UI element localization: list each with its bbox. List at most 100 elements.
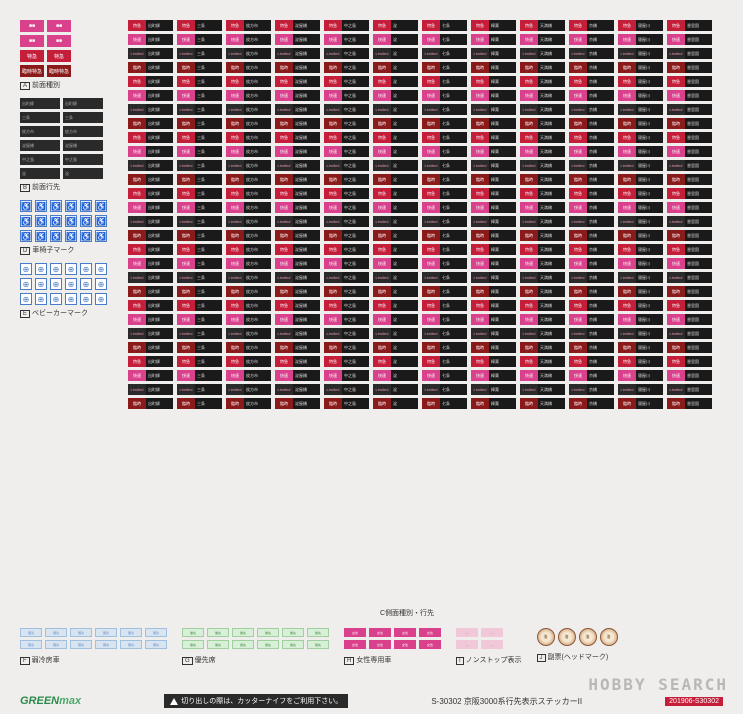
dest-chip: 快速枚方市: [226, 90, 271, 101]
dest-chip: 臨時中之島: [324, 286, 369, 297]
dest-chip: 特急三条: [177, 20, 222, 31]
dest-chip: 快速淀: [373, 370, 418, 381]
dest-chip: 臨時出町柳: [128, 230, 173, 241]
dest-chip: Limited七条: [422, 216, 467, 227]
dest-chip: 特急京橋: [569, 300, 614, 311]
dest-chip: 快速中之島: [324, 90, 369, 101]
dest-chip: 臨時七条: [422, 118, 467, 129]
dest-chip: 臨時枚方市: [226, 230, 271, 241]
dest-chip: 快速三条: [177, 34, 222, 45]
dest-chip: 快速樟葉: [471, 370, 516, 381]
wheelchair-icon: ♿: [95, 200, 107, 212]
section-e-grid: ⊕⊕⊕⊕⊕⊕⊕⊕⊕⊕⊕⊕⊕⊕⊕⊕⊕⊕: [20, 263, 110, 305]
dest-chip: Limited樟葉: [471, 216, 516, 227]
dest-chip: 特急枚方市: [226, 132, 271, 143]
dest-chip: 臨時七条: [422, 398, 467, 409]
dest-chip: 臨時出町柳: [128, 118, 173, 129]
dest-chip: 特急香里園: [667, 188, 712, 199]
dest-chip: 臨時三条: [177, 286, 222, 297]
dest-chip: 特急出町柳: [128, 132, 173, 143]
dest-chip: 快速香里園: [667, 34, 712, 45]
dest-chip: Limited枚方市: [226, 104, 271, 115]
dest-chip: 特急中之島: [324, 188, 369, 199]
dest-chip: 臨時寝屋川: [618, 174, 663, 185]
dest-chip: Limited香里園: [667, 104, 712, 115]
bottom-chip: 優先: [307, 628, 329, 637]
stroller-icon: ⊕: [35, 278, 47, 290]
dest-chip: Limited出町柳: [128, 384, 173, 395]
wheelchair-icon: ♿: [35, 230, 47, 242]
dest-chip: 快速京橋: [569, 146, 614, 157]
dest-chip: 快速中之島: [324, 202, 369, 213]
dest-chip: 快速淀: [373, 314, 418, 325]
dest-chip: 特急淀屋橋: [275, 244, 320, 255]
section-a: ■■■■■■■■特急特急臨時特急臨時特急: [20, 20, 115, 77]
wheelchair-icon: ♿: [65, 230, 77, 242]
bottom-chip: 弱冷: [70, 640, 92, 649]
bottom-chip: 弱冷: [20, 628, 42, 637]
dest-chip: 臨時三条: [177, 174, 222, 185]
dest-chip: 特急枚方市: [226, 20, 271, 31]
bottom-chip: 優先: [257, 628, 279, 637]
dest-chip: 臨時天満橋: [520, 342, 565, 353]
dest-chip: 臨時京橋: [569, 286, 614, 297]
label-c: C側面種別・行先: [380, 608, 434, 618]
bottom-chip: 女性: [369, 640, 391, 649]
dest-chip: 特急淀: [373, 20, 418, 31]
dest-chip: 特急樟葉: [471, 188, 516, 199]
dest-chip: Limited枚方市: [226, 384, 271, 395]
dest-chip: 快速枚方市: [226, 314, 271, 325]
dest-chip: 臨時七条: [422, 174, 467, 185]
wheelchair-icon: ♿: [95, 215, 107, 227]
bottom-section: 弱冷弱冷弱冷弱冷弱冷弱冷弱冷弱冷弱冷弱冷弱冷弱冷F弱冷房車優先優先優先優先優先優…: [20, 628, 723, 673]
bottom-chip: 弱冷: [45, 628, 67, 637]
letter-d: D: [20, 247, 30, 255]
dest-chip: 特急三条: [177, 132, 222, 143]
chip-b: 三条: [20, 112, 60, 123]
dest-chip: 特急七条: [422, 356, 467, 367]
dest-chip: Limited寝屋川: [618, 104, 663, 115]
dest-chip: Limited天満橋: [520, 272, 565, 283]
dest-chip: Limited天満橋: [520, 160, 565, 171]
dest-chip: 快速中之島: [324, 370, 369, 381]
dest-chip: 臨時天満橋: [520, 398, 565, 409]
dest-chip: Limited淀屋橋: [275, 328, 320, 339]
dest-chip: Limited枚方市: [226, 216, 271, 227]
dest-chip: 快速七条: [422, 34, 467, 45]
dest-chip: 特急淀: [373, 188, 418, 199]
dest-chip: 臨時中之島: [324, 174, 369, 185]
dest-chip: 快速樟葉: [471, 146, 516, 157]
dest-chip: 特急樟葉: [471, 300, 516, 311]
dest-chip: 快速枚方市: [226, 370, 271, 381]
product-code: 201906-S30302: [665, 697, 723, 706]
dest-chip: 臨時出町柳: [128, 174, 173, 185]
dest-chip: 快速七条: [422, 146, 467, 157]
stroller-icon: ⊕: [95, 278, 107, 290]
dest-chip: Limited樟葉: [471, 104, 516, 115]
dest-chip: 快速樟葉: [471, 258, 516, 269]
dest-chip: 臨時七条: [422, 62, 467, 73]
stroller-icon: ⊕: [20, 263, 32, 275]
dest-chip: 臨時七条: [422, 342, 467, 353]
bottom-chip: 優先: [207, 628, 229, 637]
dest-chip: 特急寝屋川: [618, 188, 663, 199]
dest-chip: 臨時枚方市: [226, 62, 271, 73]
dest-chip: 特急樟葉: [471, 20, 516, 31]
dest-chip: 臨時淀: [373, 286, 418, 297]
bottom-chip: 女性: [419, 640, 441, 649]
dest-chip: 特急七条: [422, 300, 467, 311]
dest-chip: 臨時寝屋川: [618, 398, 663, 409]
dest-chip: 快速京橋: [569, 34, 614, 45]
dest-chip: 臨時七条: [422, 230, 467, 241]
dest-chip: 特急淀屋橋: [275, 356, 320, 367]
dest-chip: Limited天満橋: [520, 384, 565, 395]
dest-chip: Limited樟葉: [471, 384, 516, 395]
dest-chip: 特急枚方市: [226, 244, 271, 255]
wheelchair-icon: ♿: [35, 215, 47, 227]
dest-chip: 特急中之島: [324, 76, 369, 87]
dest-chip: 特急淀屋橋: [275, 76, 320, 87]
bottom-label: H女性専用車: [344, 655, 441, 665]
dest-chip: Limited出町柳: [128, 104, 173, 115]
dest-chip: 特急三条: [177, 76, 222, 87]
dest-chip: Limited三条: [177, 216, 222, 227]
